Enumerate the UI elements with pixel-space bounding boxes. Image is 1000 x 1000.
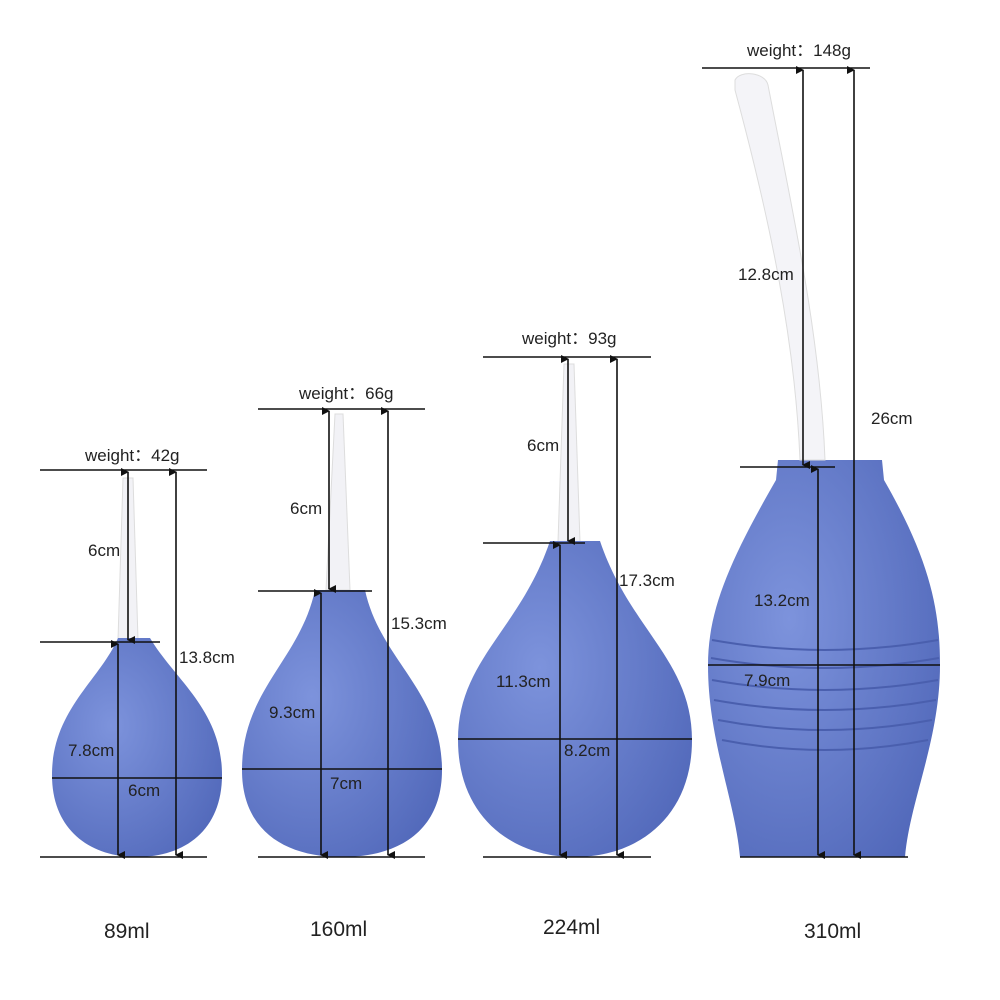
product-89ml <box>40 468 222 859</box>
nozzle-length-label: 12.8cm <box>738 265 794 284</box>
nozzle-length-label: 6cm <box>88 541 121 560</box>
total-height-label: 26cm <box>871 409 913 428</box>
nozzle <box>557 363 581 543</box>
product-310ml <box>702 66 940 859</box>
product-160ml <box>242 407 442 859</box>
volume-label: 224ml <box>543 916 601 939</box>
width-label: 7cm <box>330 774 363 793</box>
bulb-height-label: 7.8cm <box>68 741 115 760</box>
bulb <box>458 541 692 857</box>
weight-label: weight：93g <box>522 329 617 348</box>
weight-label: weight：66g <box>299 384 394 403</box>
volume-label: 160ml <box>310 918 368 941</box>
total-height-label: 13.8cm <box>179 648 235 667</box>
total-height-label: 17.3cm <box>619 571 675 590</box>
bulb-height-label: 9.3cm <box>269 703 316 722</box>
bulb <box>708 460 940 857</box>
total-height-label: 15.3cm <box>391 614 447 633</box>
width-label: 7.9cm <box>744 671 791 690</box>
width-label: 8.2cm <box>564 741 611 760</box>
volume-label: 89ml <box>104 920 150 943</box>
width-label: 6cm <box>128 781 161 800</box>
volume-label: 310ml <box>804 920 862 943</box>
product-224ml <box>458 355 692 859</box>
bulb-height-label: 13.2cm <box>754 591 810 610</box>
weight-label: weight：42g <box>85 446 180 465</box>
nozzle-length-label: 6cm <box>290 499 323 518</box>
weight-label: weight：148g <box>747 41 851 60</box>
nozzle-length-label: 6cm <box>527 436 560 455</box>
bulb-height-label: 11.3cm <box>496 672 551 691</box>
